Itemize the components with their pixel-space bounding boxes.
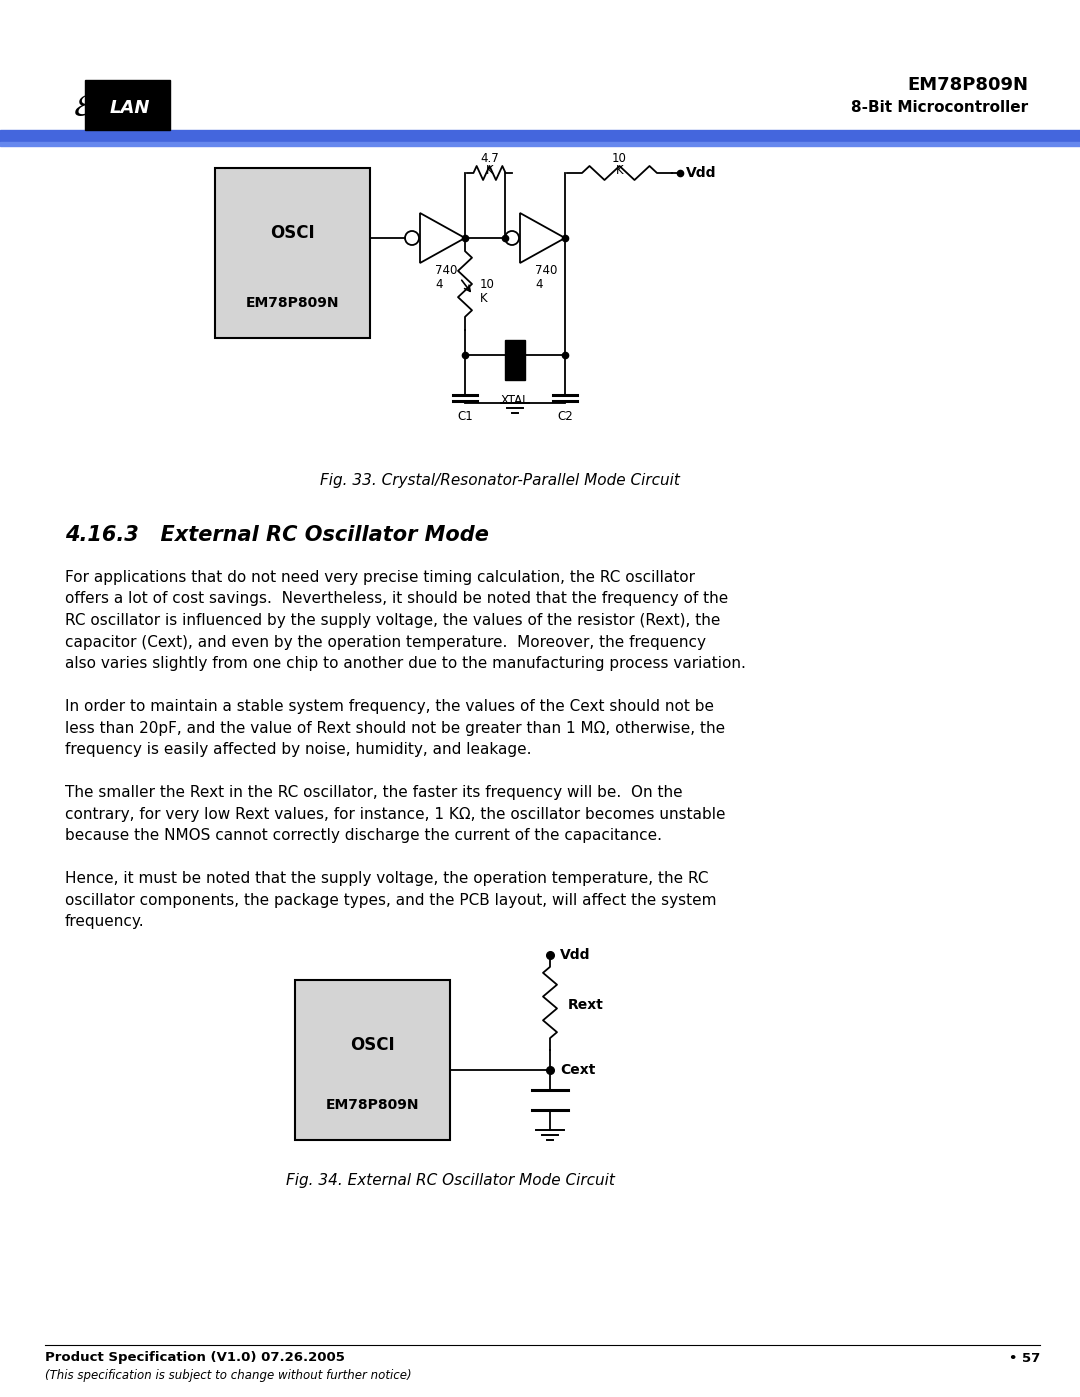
Text: 10: 10 [612, 151, 626, 165]
Text: 4: 4 [435, 278, 443, 291]
Text: 4: 4 [535, 278, 542, 291]
Text: EM78P809N: EM78P809N [326, 1098, 419, 1112]
Text: 740: 740 [535, 264, 557, 277]
Text: K: K [480, 292, 488, 305]
Text: RC oscillator is influenced by the supply voltage, the values of the resistor (R: RC oscillator is influenced by the suppl… [65, 613, 720, 629]
Text: Vdd: Vdd [561, 949, 591, 963]
Text: capacitor (Cext), and even by the operation temperature.  Moreover, the frequenc: capacitor (Cext), and even by the operat… [65, 634, 706, 650]
Bar [0, 142, 1080, 147]
Text: OSCI: OSCI [270, 224, 314, 242]
Text: offers a lot of cost savings.  Nevertheless, it should be noted that the frequen: offers a lot of cost savings. Neverthele… [65, 591, 728, 606]
Text: contrary, for very low Rext values, for instance, 1 KΩ, the oscillator becomes u: contrary, for very low Rext values, for … [65, 806, 726, 821]
Text: (This specification is subject to change without further notice): (This specification is subject to change… [45, 1369, 411, 1382]
Text: LAN: LAN [110, 99, 150, 117]
Text: Vdd: Vdd [686, 166, 716, 180]
Text: K: K [616, 163, 623, 176]
Text: 740: 740 [435, 264, 457, 277]
Text: Fig. 33. Crystal/Resonator-Parallel Mode Circuit: Fig. 33. Crystal/Resonator-Parallel Mode… [320, 472, 680, 488]
Text: less than 20pF, and the value of Rext should not be greater than 1 MΩ, otherwise: less than 20pF, and the value of Rext sh… [65, 721, 725, 735]
Text: 8-Bit Microcontroller: 8-Bit Microcontroller [851, 101, 1028, 116]
Text: 4.7: 4.7 [481, 151, 499, 165]
Text: XTAL: XTAL [501, 394, 529, 407]
Text: OSCI: OSCI [350, 1037, 395, 1053]
Text: For applications that do not need very precise timing calculation, the RC oscill: For applications that do not need very p… [65, 570, 696, 585]
Text: 4.16.3   External RC Oscillator Mode: 4.16.3 External RC Oscillator Mode [65, 525, 489, 545]
Text: frequency is easily affected by noise, humidity, and leakage.: frequency is easily affected by noise, h… [65, 742, 531, 757]
Bar [505, 339, 525, 380]
Bar [295, 981, 450, 1140]
Text: • 57: • 57 [1009, 1351, 1040, 1365]
Text: oscillator components, the package types, and the PCB layout, will affect the sy: oscillator components, the package types… [65, 893, 716, 908]
Text: Fig. 34. External RC Oscillator Mode Circuit: Fig. 34. External RC Oscillator Mode Cir… [285, 1172, 615, 1187]
Text: Cext: Cext [561, 1063, 595, 1077]
Text: Product Specification (V1.0) 07.26.2005: Product Specification (V1.0) 07.26.2005 [45, 1351, 345, 1365]
Text: also varies slightly from one chip to another due to the manufacturing process v: also varies slightly from one chip to an… [65, 657, 746, 671]
Text: C1: C1 [457, 411, 473, 423]
Text: In order to maintain a stable system frequency, the values of the Cext should no: In order to maintain a stable system fre… [65, 698, 714, 714]
Bar [0, 0, 1080, 130]
Text: $\mathcal{E}$: $\mathcal{E}$ [72, 94, 93, 123]
Bar [0, 130, 1080, 142]
Text: The smaller the Rext in the RC oscillator, the faster its frequency will be.  On: The smaller the Rext in the RC oscillato… [65, 785, 683, 800]
Text: 10: 10 [480, 278, 495, 292]
Bar [215, 168, 370, 338]
Text: K: K [486, 163, 494, 176]
Text: EM78P809N: EM78P809N [246, 296, 339, 310]
Bar [85, 80, 170, 130]
Text: EM78P809N: EM78P809N [907, 75, 1028, 94]
Text: frequency.: frequency. [65, 914, 145, 929]
Text: Hence, it must be noted that the supply voltage, the operation temperature, the : Hence, it must be noted that the supply … [65, 870, 708, 886]
Text: Rext: Rext [568, 997, 604, 1011]
Text: because the NMOS cannot correctly discharge the current of the capacitance.: because the NMOS cannot correctly discha… [65, 828, 662, 842]
Text: C2: C2 [557, 411, 572, 423]
